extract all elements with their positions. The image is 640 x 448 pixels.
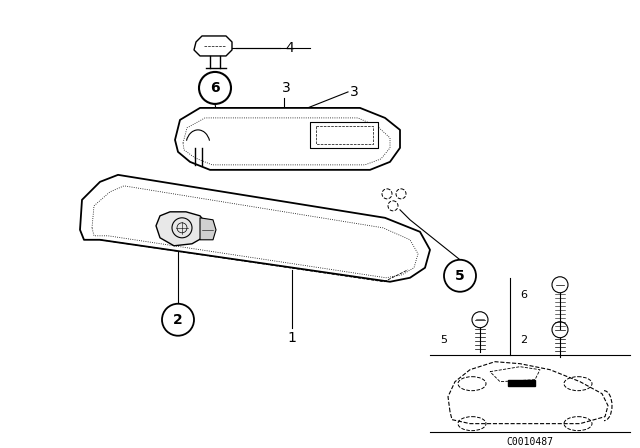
- Text: 4: 4: [285, 41, 294, 55]
- Polygon shape: [310, 122, 378, 148]
- Polygon shape: [80, 175, 430, 282]
- Text: 1: 1: [287, 331, 296, 345]
- Polygon shape: [175, 108, 400, 170]
- Text: 5: 5: [440, 335, 447, 345]
- Polygon shape: [508, 379, 535, 386]
- Text: 6: 6: [520, 290, 527, 300]
- Text: 5: 5: [455, 269, 465, 283]
- Text: 2: 2: [520, 335, 527, 345]
- Circle shape: [444, 260, 476, 292]
- Text: 2: 2: [173, 313, 183, 327]
- Text: 6: 6: [210, 81, 220, 95]
- Text: 3: 3: [350, 85, 359, 99]
- Polygon shape: [156, 212, 208, 246]
- Text: C0010487: C0010487: [506, 437, 554, 447]
- Circle shape: [199, 72, 231, 104]
- Polygon shape: [200, 218, 216, 240]
- Text: 3: 3: [282, 81, 291, 95]
- Circle shape: [162, 304, 194, 336]
